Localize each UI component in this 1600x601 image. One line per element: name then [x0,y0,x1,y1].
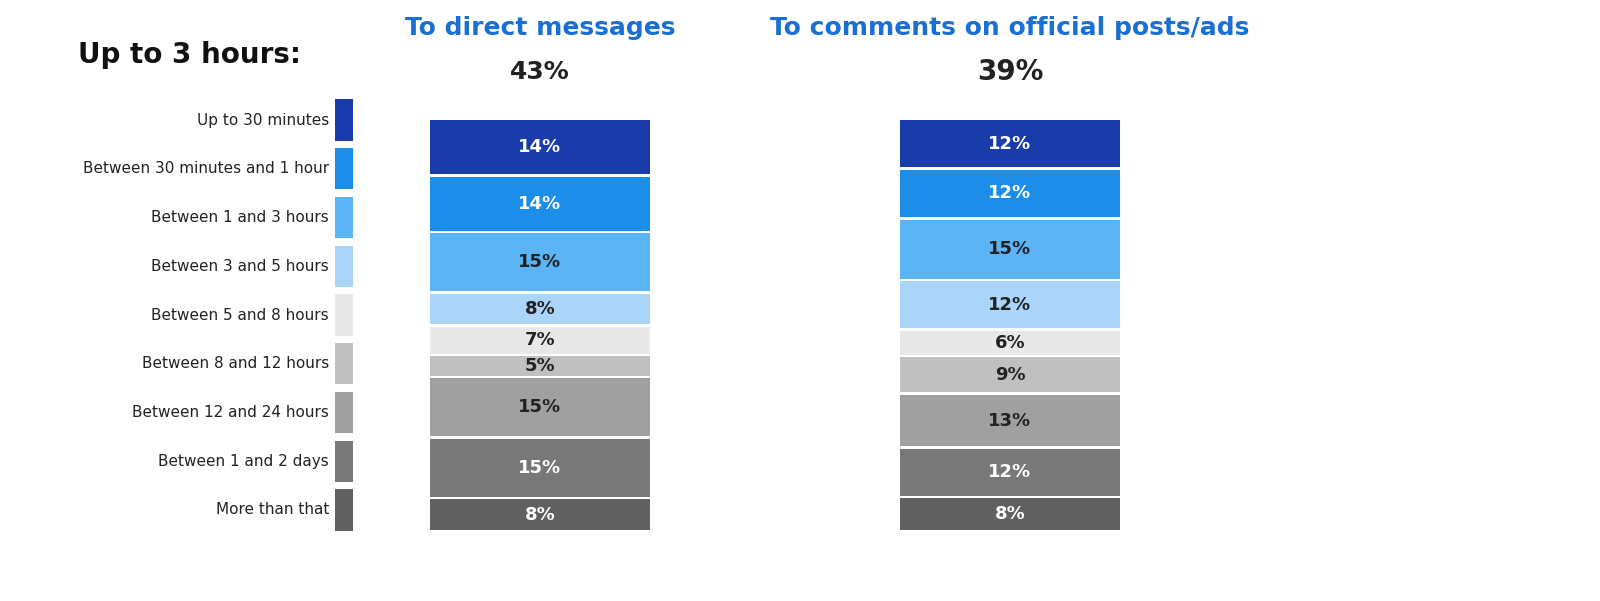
FancyBboxPatch shape [899,120,1120,167]
Text: 8%: 8% [525,300,555,318]
Text: 12%: 12% [989,135,1032,153]
FancyBboxPatch shape [899,281,1120,328]
FancyBboxPatch shape [430,120,650,174]
Text: 7%: 7% [525,331,555,349]
FancyBboxPatch shape [334,99,354,141]
Text: 9%: 9% [995,366,1026,384]
Text: 43%: 43% [510,60,570,84]
FancyBboxPatch shape [334,343,354,385]
FancyBboxPatch shape [430,356,650,376]
Text: To comments on official posts/ads: To comments on official posts/ads [770,16,1250,40]
FancyBboxPatch shape [430,327,650,354]
Text: 5%: 5% [525,357,555,375]
Text: More than that: More than that [216,502,330,517]
FancyBboxPatch shape [334,392,354,433]
Text: To direct messages: To direct messages [405,16,675,40]
FancyBboxPatch shape [334,246,354,287]
FancyBboxPatch shape [899,498,1120,530]
FancyBboxPatch shape [430,439,650,496]
FancyBboxPatch shape [334,148,354,189]
Text: 15%: 15% [989,240,1032,258]
Text: Between 3 and 5 hours: Between 3 and 5 hours [152,259,330,273]
FancyBboxPatch shape [334,294,354,336]
Text: 14%: 14% [518,138,562,156]
FancyBboxPatch shape [430,293,650,325]
Text: 8%: 8% [525,505,555,523]
Text: 12%: 12% [989,185,1032,203]
Text: Up to 30 minutes: Up to 30 minutes [197,112,330,127]
FancyBboxPatch shape [899,331,1120,355]
Text: 12%: 12% [989,296,1032,314]
FancyBboxPatch shape [899,395,1120,446]
Text: Between 1 and 2 days: Between 1 and 2 days [158,454,330,469]
FancyBboxPatch shape [430,378,650,436]
Text: Between 1 and 3 hours: Between 1 and 3 hours [152,210,330,225]
FancyBboxPatch shape [334,197,354,238]
Text: Between 12 and 24 hours: Between 12 and 24 hours [133,405,330,420]
FancyBboxPatch shape [430,233,650,291]
Text: Between 8 and 12 hours: Between 8 and 12 hours [142,356,330,371]
Text: 13%: 13% [989,412,1032,430]
Text: 15%: 15% [518,398,562,416]
FancyBboxPatch shape [430,499,650,530]
FancyBboxPatch shape [899,357,1120,392]
Text: Between 30 minutes and 1 hour: Between 30 minutes and 1 hour [83,161,330,176]
FancyBboxPatch shape [899,449,1120,496]
FancyBboxPatch shape [899,219,1120,279]
Text: 15%: 15% [518,253,562,271]
Text: 8%: 8% [995,505,1026,523]
Text: 14%: 14% [518,195,562,213]
FancyBboxPatch shape [899,169,1120,217]
Text: Between 5 and 8 hours: Between 5 and 8 hours [152,308,330,323]
Text: 15%: 15% [518,459,562,477]
FancyBboxPatch shape [334,441,354,482]
FancyBboxPatch shape [334,489,354,531]
Text: 6%: 6% [995,334,1026,352]
FancyBboxPatch shape [430,177,650,231]
Text: 12%: 12% [989,463,1032,481]
Text: 39%: 39% [978,58,1043,86]
Text: Up to 3 hours:: Up to 3 hours: [78,41,301,69]
